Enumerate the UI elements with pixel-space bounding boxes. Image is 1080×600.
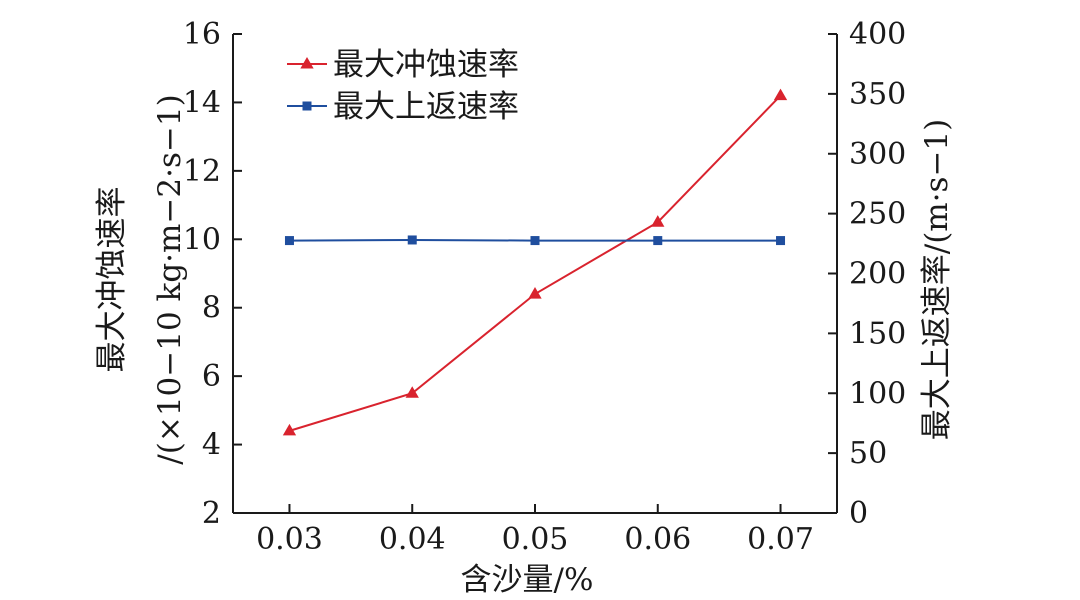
series-2-point — [653, 236, 663, 246]
left-axis-title-line2: /(×10−10 kg·m−2·s−1) — [152, 94, 188, 464]
right-y-tick-label: 300 — [849, 137, 906, 172]
right-y-tick-label: 200 — [849, 257, 906, 292]
series-2-point — [407, 235, 417, 245]
left-y-tick-label: 4 — [202, 428, 221, 463]
series-2-point — [776, 236, 786, 246]
left-y-tick-label: 6 — [202, 359, 221, 394]
x-axis-title: 含沙量/% — [461, 562, 594, 598]
series-1-point — [528, 287, 542, 299]
series-1-point — [282, 423, 297, 436]
x-tick-label: 0.04 — [379, 522, 446, 557]
left-y-tick-label: 12 — [183, 154, 221, 189]
right-y-tick-label: 100 — [849, 376, 906, 411]
left-y-tick-label: 16 — [183, 17, 221, 52]
series-1-point — [405, 386, 419, 398]
x-tick-label: 0.03 — [256, 522, 323, 557]
left-y-tick-label: 2 — [202, 496, 221, 531]
series-1-point — [773, 88, 788, 101]
left-axis-title-line1: 最大冲蚀速率 — [94, 187, 130, 373]
series-line-1 — [289, 94, 782, 432]
right-y-tick-label: 150 — [849, 316, 906, 351]
right-y-tick-label: 50 — [849, 436, 887, 471]
left-y-tick-label: 14 — [183, 85, 221, 120]
right-axis-title: 最大上返速率/(m·s−1) — [919, 119, 955, 441]
series-1-point — [651, 215, 665, 227]
legend-marker-2 — [302, 101, 312, 111]
x-tick-label: 0.07 — [747, 522, 814, 557]
legend-label-1: 最大冲蚀速率 — [333, 47, 519, 83]
plot-series — [282, 88, 788, 436]
x-tick-label: 0.06 — [624, 522, 691, 557]
right-y-tick-label: 350 — [849, 77, 906, 112]
axis-titles: 含沙量/% 最大冲蚀速率 /(×10−10 kg·m−2·s−1) 最大上返速率/(m… — [94, 94, 955, 598]
series-2-point — [284, 236, 294, 246]
right-y-tick-label: 250 — [849, 197, 906, 232]
right-y-tick-label: 400 — [849, 17, 906, 52]
series-2-point — [530, 236, 540, 246]
left-y-tick-label: 10 — [183, 222, 221, 257]
x-tick-label: 0.05 — [502, 522, 569, 557]
right-y-tick-label: 0 — [849, 496, 868, 531]
legend-label-2: 最大上返速率 — [333, 89, 519, 125]
left-y-tick-label: 8 — [202, 291, 221, 326]
axes: 2 4 6 8 10 12 14 16 0 50 100 150 200 250 300 350 400 0.03… — [183, 17, 906, 557]
legend-marker-1 — [300, 57, 314, 69]
